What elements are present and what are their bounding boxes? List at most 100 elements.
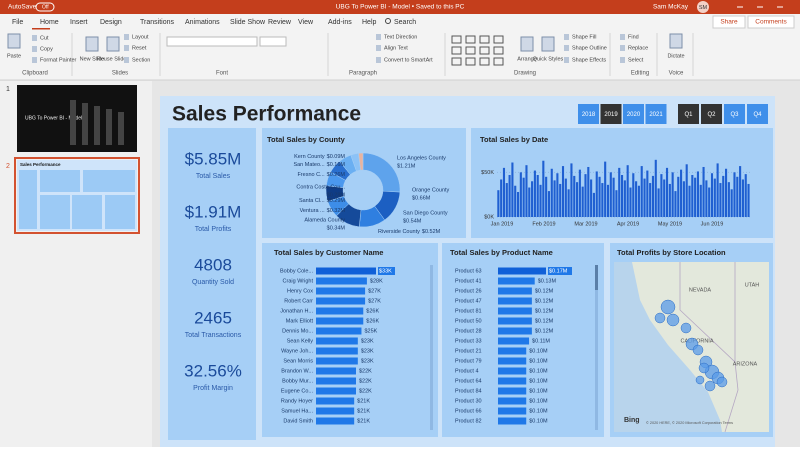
- ribbon-button[interactable]: Arrange: [517, 56, 537, 62]
- comments[interactable]: Comments: [755, 19, 787, 26]
- thumb-bar: [118, 112, 124, 145]
- store-bubble[interactable]: [698, 362, 710, 374]
- quarter-label[interactable]: Q1: [684, 112, 693, 118]
- quarter-label[interactable]: Q2: [707, 112, 716, 118]
- thumb-title: UBG To Power BI - Model: [25, 115, 82, 121]
- store-bubble[interactable]: [692, 344, 704, 356]
- year-label[interactable]: 2019: [604, 112, 618, 118]
- ribbon-button[interactable]: Shape Outline: [572, 45, 607, 51]
- store-bubble[interactable]: [704, 380, 716, 392]
- store-bubble[interactable]: [695, 375, 705, 385]
- bar-category: Brandon W...: [281, 368, 313, 374]
- size-box[interactable]: [259, 36, 287, 47]
- ribbon-tab[interactable]: Animations: [185, 19, 220, 26]
- kpi-value: 32.56%: [184, 361, 242, 380]
- year-button[interactable]: [623, 104, 644, 124]
- ribbon-tab[interactable]: Design: [100, 19, 122, 26]
- ribbon-button[interactable]: Shape Effects: [572, 57, 606, 63]
- bar-value-label: $0.13M: [538, 278, 557, 284]
- search[interactable]: Search: [394, 19, 416, 26]
- ribbon-button[interactable]: Dictate: [667, 53, 684, 59]
- quarter-button[interactable]: [747, 104, 768, 124]
- ribbon-tab[interactable]: File: [12, 19, 23, 26]
- button-icon: [564, 57, 569, 63]
- bar-category: Bobby Cole...: [280, 268, 313, 274]
- ribbon-button[interactable]: Layout: [132, 34, 149, 40]
- ribbon-button[interactable]: Copy: [40, 46, 53, 52]
- year-label[interactable]: 2020: [627, 112, 641, 118]
- bar: [567, 189, 570, 217]
- year-label[interactable]: 2021: [649, 112, 663, 118]
- thumb-card: [19, 170, 37, 229]
- ribbon-tab[interactable]: Transitions: [140, 19, 174, 26]
- ribbon-button[interactable]: Reset: [132, 45, 147, 51]
- bar-category: Product 64: [455, 378, 482, 384]
- year-label[interactable]: 2018: [582, 112, 596, 118]
- bar: [705, 180, 708, 217]
- button-icon: [669, 33, 683, 49]
- ribbon-button[interactable]: Find: [628, 34, 639, 40]
- store-bubble[interactable]: [660, 299, 676, 315]
- quarter-button[interactable]: [701, 104, 722, 124]
- bar: [680, 169, 683, 217]
- bar-value-label: $0.10M: [529, 408, 548, 414]
- quarter-button[interactable]: [678, 104, 699, 124]
- quarter-button[interactable]: [724, 104, 745, 124]
- scrollbar[interactable]: [595, 265, 598, 430]
- store-bubble[interactable]: [716, 376, 728, 388]
- thumb-bar: [70, 100, 76, 145]
- scroll-thumb[interactable]: [595, 265, 598, 290]
- ribbon-button[interactable]: Text Direction: [384, 34, 417, 40]
- quarter-label[interactable]: Q4: [753, 112, 762, 118]
- store-bubble[interactable]: [680, 322, 692, 334]
- year-button[interactable]: [645, 104, 667, 124]
- ribbon-button[interactable]: Cut: [40, 35, 49, 41]
- ribbon-button[interactable]: Quick Styles: [533, 56, 564, 62]
- ribbon-button[interactable]: Section: [132, 57, 150, 63]
- ribbon-button[interactable]: Format Painter: [40, 57, 77, 63]
- ribbon-button[interactable]: Shape Fill: [572, 34, 596, 40]
- ribbon-tab[interactable]: Add-ins: [328, 19, 352, 26]
- ribbon-button[interactable]: Reuse Slides: [97, 56, 130, 62]
- ribbon-tab[interactable]: Slide Show: [230, 19, 266, 26]
- ribbon-button[interactable]: Replace: [628, 45, 648, 51]
- bar-category: Wayne Joh...: [281, 348, 313, 354]
- ribbon-button[interactable]: Align Text: [384, 45, 408, 51]
- share[interactable]: Share: [720, 19, 738, 26]
- ribbon-tab[interactable]: Help: [362, 19, 377, 26]
- scrollbar[interactable]: [430, 265, 433, 430]
- ribbon-tab[interactable]: Insert: [70, 19, 88, 26]
- year-button[interactable]: [600, 104, 622, 124]
- quarter-label[interactable]: Q3: [730, 112, 739, 118]
- bar: [730, 189, 733, 217]
- bar: [620, 175, 624, 217]
- bar: [741, 179, 744, 217]
- ribbon-button[interactable]: Paste: [7, 53, 21, 59]
- ribbon-tab[interactable]: Review: [268, 19, 292, 26]
- ribbon-button[interactable]: Convert to SmartArt: [384, 57, 433, 63]
- ribbon-button[interactable]: Select: [628, 57, 644, 63]
- thumb-1[interactable]: [17, 85, 137, 152]
- font-box[interactable]: [166, 36, 258, 47]
- bar: [528, 187, 531, 217]
- kpi-value: $1.91M: [185, 202, 242, 221]
- thumb-2-selected[interactable]: [14, 157, 140, 234]
- store-bubble[interactable]: [654, 312, 666, 324]
- bar: [606, 184, 610, 217]
- ribbon-tab[interactable]: View: [298, 19, 314, 26]
- shape-icon: [493, 57, 504, 66]
- donut-label-value: $0.32M: [327, 208, 346, 214]
- bar: [573, 175, 576, 217]
- donut-value: $1.21M: [397, 163, 416, 169]
- store-bubble[interactable]: [666, 313, 680, 327]
- ribbon-tab[interactable]: Home: [40, 19, 59, 26]
- bar-category: David Smith: [283, 418, 313, 424]
- bar: [609, 172, 612, 217]
- comments-btn[interactable]: [747, 15, 795, 29]
- thumb-card: [72, 195, 102, 229]
- autosave-toggle[interactable]: [35, 2, 55, 12]
- share-btn[interactable]: [712, 15, 746, 29]
- ribbon-button[interactable]: New Slide: [80, 56, 105, 62]
- year-button[interactable]: [578, 104, 599, 124]
- map-logo: Bing: [624, 417, 640, 424]
